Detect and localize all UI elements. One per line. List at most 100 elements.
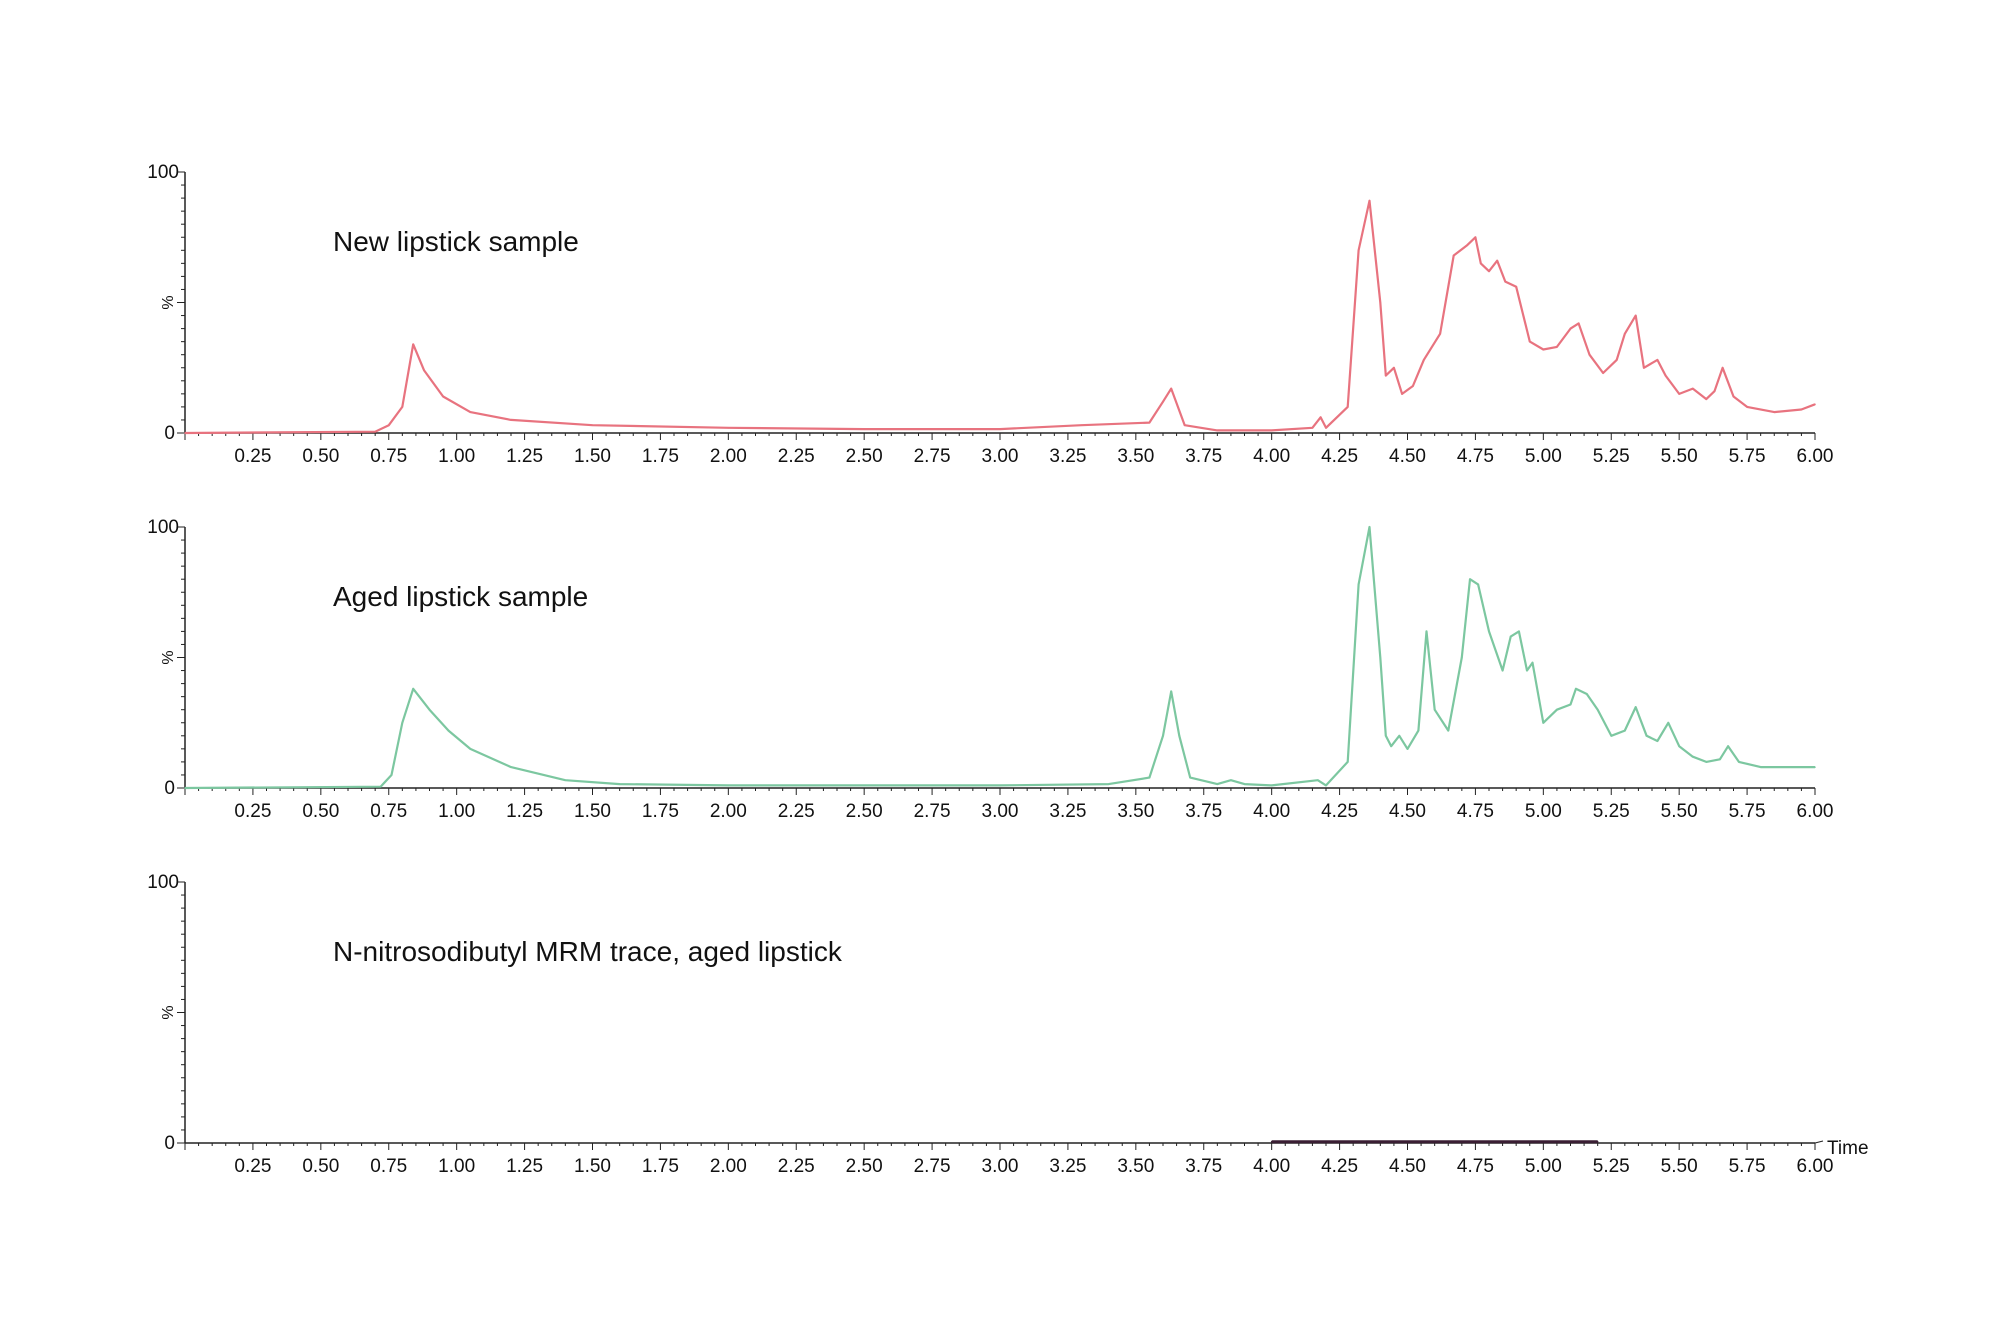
y-tick-label-100: 100 <box>147 162 179 183</box>
x-tick-label: 3.50 <box>1117 446 1154 467</box>
data-point <box>1162 400 1164 403</box>
data-point <box>591 424 594 426</box>
data-point <box>1488 630 1490 633</box>
x-tick-label: 4.75 <box>1457 446 1494 467</box>
data-point <box>1501 669 1504 672</box>
y-axis-label: % <box>160 295 177 309</box>
x-tick-label: 1.25 <box>506 1156 543 1177</box>
data-point <box>1615 359 1618 361</box>
data-point <box>428 708 431 711</box>
data-point <box>1243 783 1246 785</box>
data-point <box>1528 340 1531 343</box>
data-point <box>1270 429 1273 432</box>
x-tick-label: 3.50 <box>1117 801 1154 822</box>
data-point <box>1183 424 1186 426</box>
data-point <box>1787 766 1789 768</box>
x-tick-label: 3.50 <box>1117 1156 1154 1177</box>
data-point <box>1178 735 1181 737</box>
data-point <box>1469 578 1471 580</box>
data-point <box>1357 249 1360 252</box>
data-point <box>1610 735 1613 737</box>
x-tick-label: 5.50 <box>1661 446 1698 467</box>
data-point <box>1634 314 1637 317</box>
x-tick-label: 1.75 <box>642 801 679 822</box>
data-point <box>1319 416 1322 419</box>
x-tick-label: 5.75 <box>1729 446 1766 467</box>
x-tick-label: 2.25 <box>778 1156 815 1177</box>
data-point <box>1504 280 1507 283</box>
x-tick-label: 5.75 <box>1729 801 1766 822</box>
data-point <box>412 688 415 690</box>
data-point <box>1480 262 1482 265</box>
data-point <box>1379 301 1382 304</box>
data-point <box>1080 424 1083 426</box>
x-tick-label: 1.00 <box>438 801 475 822</box>
x-tick-label: 1.75 <box>642 446 679 467</box>
x-tick-label: 5.25 <box>1593 446 1630 467</box>
y-tick-label-0: 0 <box>164 423 175 444</box>
data-point <box>1357 583 1360 586</box>
data-point <box>564 779 567 781</box>
data-point <box>1412 385 1414 387</box>
x-tick-label: 0.50 <box>302 1156 339 1177</box>
data-point <box>1398 735 1401 737</box>
data-point <box>1170 387 1172 390</box>
x-tick-label: 1.50 <box>574 446 611 467</box>
data-point <box>184 432 186 434</box>
panel-title: Aged lipstick sample <box>333 581 588 612</box>
data-point <box>1643 366 1645 369</box>
data-point <box>1423 359 1425 361</box>
x-tick-label: 2.00 <box>710 801 747 822</box>
data-point <box>1452 254 1455 257</box>
x-tick-label: 2.00 <box>710 1156 747 1177</box>
x-tick-label: 2.00 <box>710 446 747 467</box>
x-tick-label: 4.75 <box>1457 1156 1494 1177</box>
x-tick-label: 4.75 <box>1457 801 1494 822</box>
data-point <box>1368 199 1371 202</box>
y-axis-label: % <box>160 1005 177 1019</box>
x-tick-label: 0.50 <box>302 446 339 467</box>
data-point <box>1713 390 1716 393</box>
x-tick-label: 5.25 <box>1593 801 1630 822</box>
data-point <box>863 784 865 787</box>
data-point <box>1401 393 1403 395</box>
data-point <box>1727 745 1729 748</box>
data-point <box>1439 333 1441 335</box>
data-point <box>1368 526 1371 528</box>
data-point <box>469 748 472 750</box>
data-point <box>1656 740 1659 742</box>
x-tick-label: 2.50 <box>846 446 883 467</box>
y-tick-label-100: 100 <box>147 872 179 893</box>
data-point <box>1814 403 1816 406</box>
data-point <box>1556 708 1558 711</box>
x-tick-label: 2.75 <box>914 446 951 467</box>
data-point <box>1705 761 1708 763</box>
x-tick-label: 3.75 <box>1185 1156 1222 1177</box>
data-point <box>1447 729 1450 732</box>
data-point <box>1569 703 1572 706</box>
panel-title: New lipstick sample <box>333 226 579 257</box>
x-tick-label: 2.50 <box>846 801 883 822</box>
data-point <box>1425 630 1428 633</box>
data-point <box>1624 333 1626 335</box>
x-tick-label: 6.00 <box>1797 446 1834 467</box>
data-point <box>1162 735 1164 737</box>
x-axis-end <box>1814 1140 1824 1144</box>
data-point <box>1216 429 1219 432</box>
data-point <box>1384 735 1387 737</box>
data-point <box>1678 745 1680 748</box>
data-point <box>1759 766 1762 768</box>
series-line <box>184 199 1816 435</box>
data-point <box>1645 735 1648 737</box>
x-tick-label: 0.50 <box>302 801 339 822</box>
data-point <box>1433 708 1436 711</box>
x-tick-label: 3.00 <box>982 446 1019 467</box>
x-tick-label: 5.50 <box>1661 1156 1698 1177</box>
data-point <box>618 783 621 785</box>
x-tick-label: 5.00 <box>1525 446 1562 467</box>
x-tick-label: 3.00 <box>982 801 1019 822</box>
data-point <box>447 729 450 732</box>
data-point <box>1496 259 1498 262</box>
x-tick-label: 6.00 <box>1797 801 1834 822</box>
data-point <box>1488 270 1490 272</box>
